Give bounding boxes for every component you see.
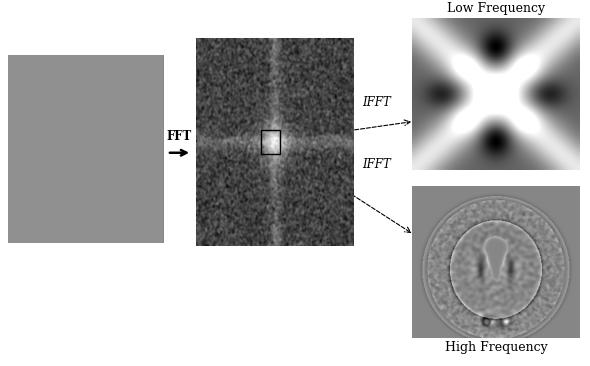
Text: Low Frequency: Low Frequency — [447, 2, 545, 15]
Bar — [261, 130, 280, 154]
Text: High Frequency: High Frequency — [445, 341, 548, 354]
Text: FFT: FFT — [167, 130, 192, 143]
Text: IFFT: IFFT — [362, 158, 391, 171]
Text: IFFT: IFFT — [362, 96, 391, 109]
